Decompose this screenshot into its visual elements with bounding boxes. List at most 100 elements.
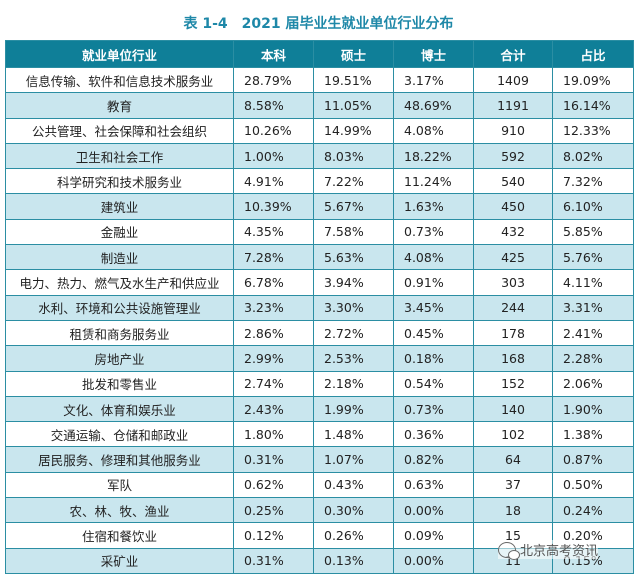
cell-total: 64 xyxy=(473,446,553,473)
cell-total: 910 xyxy=(473,117,553,144)
cell-master: 5.67% xyxy=(313,193,394,220)
cell-share: 2.41% xyxy=(552,319,634,347)
table-row: 住宿和餐饮业 0.12% 0.26% 0.09% 15 0.20% xyxy=(5,522,634,549)
cell-industry: 交通运输、仓储和邮政业 xyxy=(5,421,234,448)
cell-total: 432 xyxy=(473,218,553,246)
cell-master: 0.13% xyxy=(313,547,394,574)
cell-doctor: 0.00% xyxy=(393,547,474,574)
cell-undergrad: 8.58% xyxy=(233,92,314,119)
cell-total: 102 xyxy=(473,421,553,448)
cell-total: 152 xyxy=(473,370,553,397)
cell-undergrad: 0.62% xyxy=(233,471,314,499)
cell-master: 7.22% xyxy=(313,168,394,195)
cell-industry: 住宿和餐饮业 xyxy=(5,522,234,549)
cell-industry: 采矿业 xyxy=(5,547,234,574)
cell-doctor: 0.91% xyxy=(393,269,474,296)
cell-doctor: 0.45% xyxy=(393,319,474,347)
cell-undergrad: 0.12% xyxy=(233,522,314,549)
cell-undergrad: 4.91% xyxy=(233,168,314,195)
cell-share: 16.14% xyxy=(552,92,634,119)
cell-undergrad: 2.74% xyxy=(233,370,314,397)
table-row: 金融业 4.35% 7.58% 0.73% 432 5.85% xyxy=(5,218,634,246)
cell-master: 2.53% xyxy=(313,345,394,372)
cell-total: 244 xyxy=(473,294,553,321)
cell-share: 0.50% xyxy=(552,471,634,499)
cell-undergrad: 0.31% xyxy=(233,547,314,574)
cell-share: 1.90% xyxy=(552,395,634,423)
cell-undergrad: 10.26% xyxy=(233,117,314,144)
cell-master: 19.51% xyxy=(313,66,394,94)
cell-share: 1.38% xyxy=(552,421,634,448)
cell-master: 3.30% xyxy=(313,294,394,321)
cell-total: 1191 xyxy=(473,92,553,119)
cell-share: 0.87% xyxy=(552,446,634,473)
cell-industry: 文化、体育和娱乐业 xyxy=(5,395,234,423)
cell-doctor: 4.08% xyxy=(393,117,474,144)
cell-industry: 制造业 xyxy=(5,244,234,271)
cell-master: 1.99% xyxy=(313,395,394,423)
cell-industry: 科学研究和技术服务业 xyxy=(5,168,234,195)
header-undergrad: 本科 xyxy=(233,40,314,68)
cell-master: 14.99% xyxy=(313,117,394,144)
cell-undergrad: 1.80% xyxy=(233,421,314,448)
table-row: 房地产业 2.99% 2.53% 0.18% 168 2.28% xyxy=(5,345,634,372)
cell-industry: 批发和零售业 xyxy=(5,370,234,397)
cell-master: 5.63% xyxy=(313,244,394,271)
table-row: 采矿业 0.31% 0.13% 0.00% 11 0.15% xyxy=(5,547,634,574)
cell-undergrad: 10.39% xyxy=(233,193,314,220)
cell-master: 0.43% xyxy=(313,471,394,499)
table-row: 交通运输、仓储和邮政业 1.80% 1.48% 0.36% 102 1.38% xyxy=(5,421,634,448)
cell-doctor: 3.45% xyxy=(393,294,474,321)
cell-share: 3.31% xyxy=(552,294,634,321)
cell-industry: 电力、热力、燃气及水生产和供应业 xyxy=(5,269,234,296)
cell-industry: 信息传输、软件和信息技术服务业 xyxy=(5,66,234,94)
table-row: 批发和零售业 2.74% 2.18% 0.54% 152 2.06% xyxy=(5,370,634,397)
cell-total: 37 xyxy=(473,471,553,499)
cell-doctor: 0.63% xyxy=(393,471,474,499)
cell-industry: 居民服务、修理和其他服务业 xyxy=(5,446,234,473)
header-doctor: 博士 xyxy=(393,40,474,68)
header-industry: 就业单位行业 xyxy=(5,40,234,68)
table-row: 居民服务、修理和其他服务业 0.31% 1.07% 0.82% 64 0.87% xyxy=(5,446,634,473)
table-row: 电力、热力、燃气及水生产和供应业 6.78% 3.94% 0.91% 303 4.11% xyxy=(5,269,634,296)
cell-total: 168 xyxy=(473,345,553,372)
cell-undergrad: 0.31% xyxy=(233,446,314,473)
cell-industry: 水利、环境和公共设施管理业 xyxy=(5,294,234,321)
cell-total: 178 xyxy=(473,319,553,347)
table-row: 公共管理、社会保障和社会组织 10.26% 14.99% 4.08% 910 12.33% xyxy=(5,117,634,144)
cell-share: 5.76% xyxy=(552,244,634,271)
header-share: 占比 xyxy=(552,40,634,68)
cell-industry: 房地产业 xyxy=(5,345,234,372)
cell-share: 8.02% xyxy=(552,142,634,170)
cell-total: 592 xyxy=(473,142,553,170)
cell-doctor: 0.09% xyxy=(393,522,474,549)
cell-share: 7.32% xyxy=(552,168,634,195)
cell-doctor: 48.69% xyxy=(393,92,474,119)
cell-share: 19.09% xyxy=(552,66,634,94)
cell-industry: 卫生和社会工作 xyxy=(5,142,234,170)
wechat-icon xyxy=(498,541,520,560)
watermark-text: 北京高考资讯 xyxy=(520,544,599,559)
cell-undergrad: 2.99% xyxy=(233,345,314,372)
cell-total: 425 xyxy=(473,244,553,271)
watermark: 北京高考资讯 xyxy=(498,540,599,560)
table-row: 教育 8.58% 11.05% 48.69% 1191 16.14% xyxy=(5,92,634,119)
table-row: 租赁和商务服务业 2.86% 2.72% 0.45% 178 2.41% xyxy=(5,319,634,347)
cell-undergrad: 7.28% xyxy=(233,244,314,271)
table-body: 信息传输、软件和信息技术服务业 28.79% 19.51% 3.17% 1409 19.0… xyxy=(5,66,634,574)
cell-master: 1.07% xyxy=(313,446,394,473)
cell-master: 2.18% xyxy=(313,370,394,397)
cell-total: 540 xyxy=(473,168,553,195)
cell-total: 1409 xyxy=(473,66,553,94)
cell-share: 0.24% xyxy=(552,497,634,524)
cell-industry: 军队 xyxy=(5,471,234,499)
cell-share: 12.33% xyxy=(552,117,634,144)
cell-master: 11.05% xyxy=(313,92,394,119)
cell-doctor: 3.17% xyxy=(393,66,474,94)
cell-industry: 金融业 xyxy=(5,218,234,246)
cell-doctor: 0.00% xyxy=(393,497,474,524)
cell-master: 2.72% xyxy=(313,319,394,347)
cell-share: 4.11% xyxy=(552,269,634,296)
cell-master: 1.48% xyxy=(313,421,394,448)
cell-doctor: 0.36% xyxy=(393,421,474,448)
